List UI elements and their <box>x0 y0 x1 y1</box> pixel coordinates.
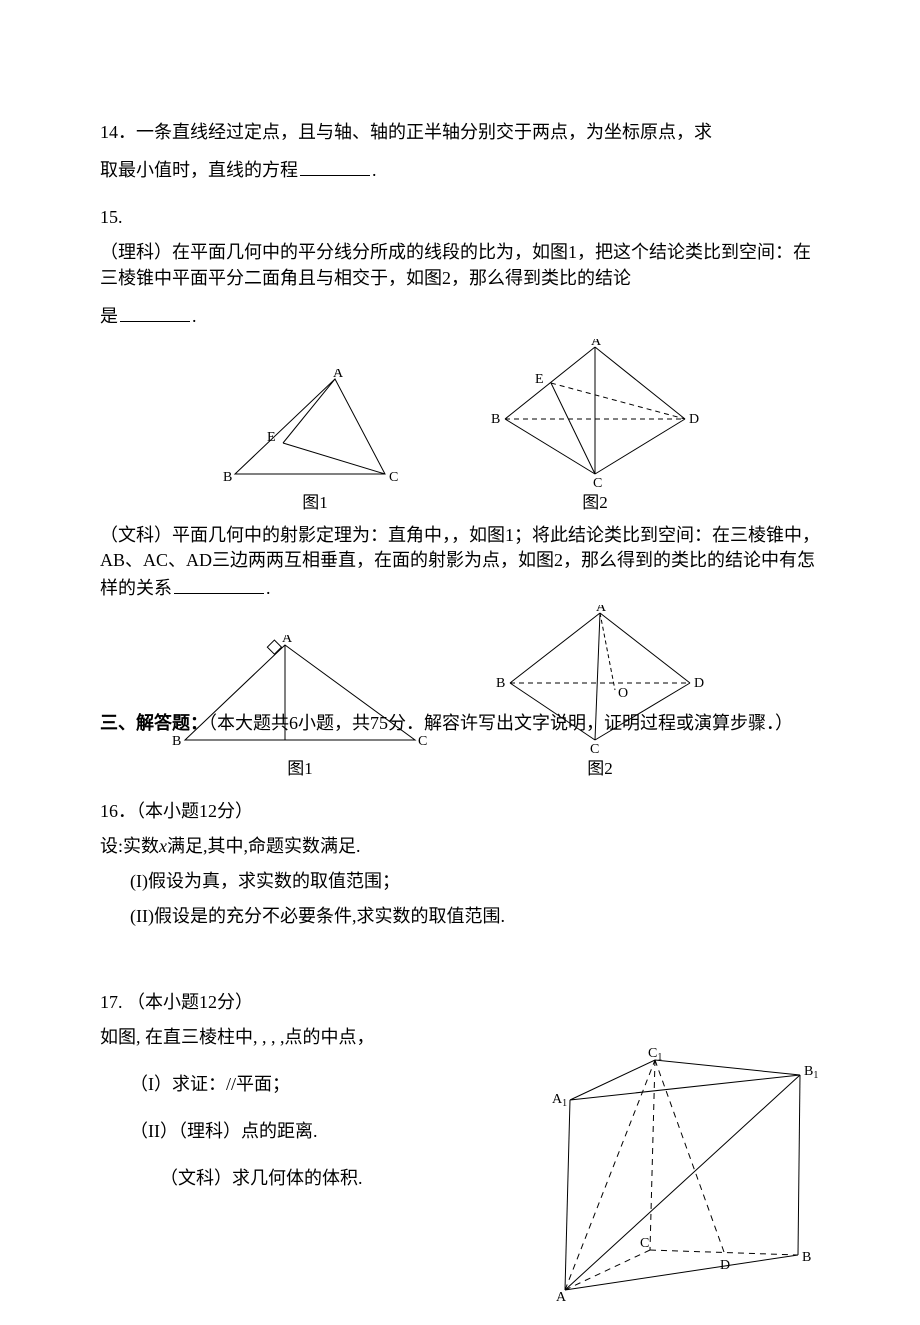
triangle-diagram-2: A B C <box>170 635 430 755</box>
label-d: D <box>720 1258 730 1273</box>
label-a1: A1 <box>552 1092 567 1109</box>
q15-wen-figures: A B C 图1 A B C D <box>170 605 710 781</box>
label-b: B <box>802 1250 811 1265</box>
label-c: C <box>593 476 602 489</box>
label-c1: C1 <box>648 1046 662 1063</box>
triangle-diagram-1: A B C E <box>215 369 415 489</box>
q16-p1: (I)假设为真，求实数的取值范围； <box>100 869 820 894</box>
q15-number: 15. <box>100 205 820 230</box>
label-d: D <box>694 676 704 691</box>
label-b1: B1 <box>804 1064 818 1081</box>
q17-l1: 17. （本小题12分） <box>100 990 820 1015</box>
label-e: E <box>267 430 276 445</box>
label-c: C <box>590 742 599 755</box>
q14-line2: 取最小值时，直线的方程. <box>100 155 820 183</box>
q14-number: 14． <box>100 122 136 142</box>
q15-wen-text: （文科）平面几何中的射影定理为：直角中，，如图1；将此结论类比到空间：在三棱锥中… <box>100 523 820 601</box>
label-b: B <box>496 676 505 691</box>
q16-p2: (II)假设是的充分不必要条件,求实数的取值范围. <box>100 904 820 929</box>
q15-wen-fig1: A B C 图1 <box>170 635 430 781</box>
label-a: A <box>333 369 344 381</box>
pyramid-diagram-1: A B C D E <box>485 339 705 489</box>
q16-l2: 设:实数x满足,其中,命题实数满足. <box>100 834 820 859</box>
label-c: C <box>389 470 398 485</box>
q17-p1: （I）求证：//平面； <box>100 1072 520 1097</box>
q14-line1: 14．一条直线经过定点，且与轴、轴的正半轴分别交于两点，为坐标原点，求 <box>100 120 820 145</box>
prism-diagram: A1 C1 B1 A C B D <box>530 1045 830 1305</box>
label-b: B <box>491 412 500 427</box>
q15-fig2: A B C D E 图2 <box>485 339 705 515</box>
label-o: O <box>618 686 628 701</box>
q15-fig1: A B C E 图1 <box>215 369 415 515</box>
q15-li-blank <box>120 301 190 322</box>
q15-wen-fig2: A B C D O 图2 <box>490 605 710 781</box>
q17-l2: 如图, 在直三棱柱中, , , ,点的中点， <box>100 1025 520 1050</box>
q17-p3: （文科）求几何体的体积. <box>100 1166 520 1191</box>
q17-p2: （II）（理科）点的距离. <box>100 1119 520 1144</box>
fig1b-caption: 图1 <box>287 757 313 781</box>
label-b: B <box>223 470 232 485</box>
fig2b-caption: 图2 <box>587 757 613 781</box>
q15-wen-blank <box>174 573 264 594</box>
label-a: A <box>596 605 607 615</box>
q15-li-figures: A B C E 图1 A B C D E <box>100 339 820 515</box>
q17-figure: A1 C1 B1 A C B D <box>530 1045 830 1312</box>
label-c: C <box>418 734 427 749</box>
q16-l1: 16．（本小题12分） <box>100 799 820 824</box>
q15-li-suffix: 是. <box>100 301 820 329</box>
section3-heading: 三、解答题：（本大题共6小题，共75分．解容许写出文字说明，证明过程或演算步骤．… <box>100 711 820 736</box>
label-a: A <box>556 1290 567 1305</box>
label-a: A <box>591 339 602 349</box>
label-d: D <box>689 412 699 427</box>
fig2-caption: 图2 <box>582 491 608 515</box>
fig1-caption: 图1 <box>302 491 328 515</box>
q14-blank <box>300 155 370 176</box>
label-e: E <box>535 372 544 387</box>
q15-li-text: （理科）在平面几何中的平分线分所成的线段的比为，如图1，把这个结论类比到空间：在… <box>100 240 820 290</box>
label-c: C <box>640 1236 649 1251</box>
label-b: B <box>172 734 181 749</box>
label-a: A <box>282 635 293 646</box>
